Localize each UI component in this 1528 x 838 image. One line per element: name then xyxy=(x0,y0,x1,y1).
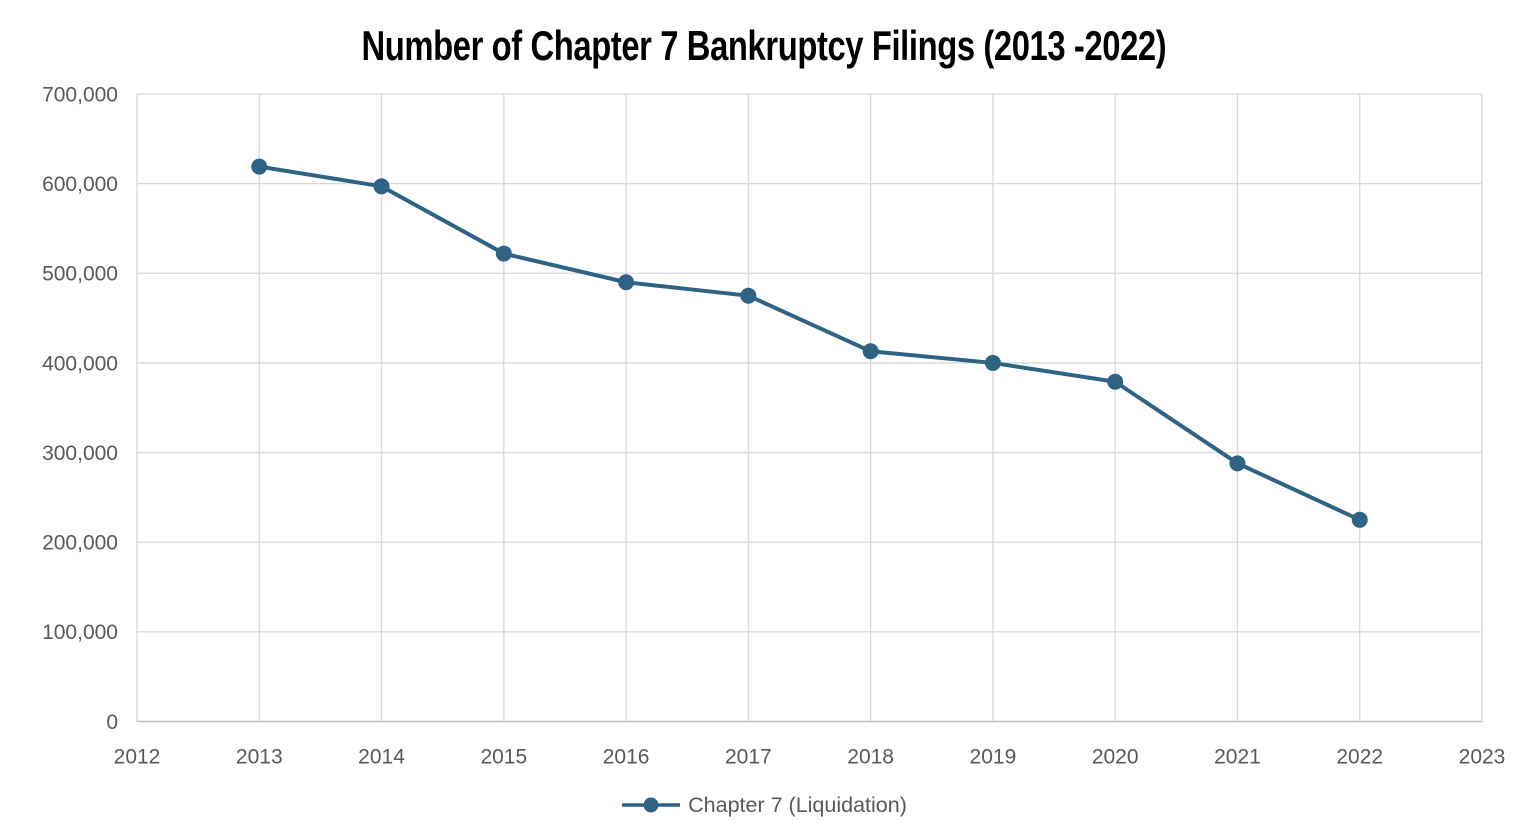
data-point-2015 xyxy=(495,245,512,262)
legend-line-marker-icon xyxy=(622,797,681,813)
y-tick-label: 400,000 xyxy=(42,352,118,375)
x-tick-label: 2019 xyxy=(970,745,1017,768)
x-tick-label: 2017 xyxy=(725,745,772,768)
x-tick-label: 2014 xyxy=(358,745,405,768)
series-line xyxy=(257,164,1362,522)
y-tick-label: 600,000 xyxy=(42,173,118,196)
x-tick-label: 2023 xyxy=(1459,745,1506,768)
gridlines xyxy=(136,93,1483,723)
chart-title-text: Number of Chapter 7 Bankruptcy Filings (… xyxy=(361,22,1167,69)
x-tick-label: 2015 xyxy=(480,745,527,768)
legend: Chapter 7 (Liquidation) xyxy=(0,789,1528,821)
y-tick-label: 500,000 xyxy=(42,263,118,286)
data-point-2020 xyxy=(1107,373,1124,390)
chart-title: Number of Chapter 7 Bankruptcy Filings (… xyxy=(0,22,1528,70)
data-point-2021 xyxy=(1229,455,1246,472)
data-point-2017 xyxy=(740,287,757,304)
x-axis-tick-labels: 2012 2013 2014 2015 2016 2017 2018 2019 2020 2021… xyxy=(114,745,1506,768)
y-tick-label: 200,000 xyxy=(42,532,118,555)
x-tick-label: 2012 xyxy=(114,745,161,768)
data-point-2022 xyxy=(1351,511,1368,528)
data-point-2019 xyxy=(984,354,1001,371)
series-markers xyxy=(251,158,1368,528)
y-axis-tick-labels: 0 100,000 200,000 300,000 400,000 500,000 600,… xyxy=(42,83,118,734)
data-point-2016 xyxy=(618,274,635,291)
y-tick-label: 0 xyxy=(106,711,118,734)
legend-series-label: Chapter 7 (Liquidation) xyxy=(688,792,907,817)
data-point-2014 xyxy=(373,178,390,195)
x-tick-label: 2013 xyxy=(236,745,283,768)
data-point-2018 xyxy=(862,343,879,360)
x-tick-label: 2021 xyxy=(1214,745,1261,768)
x-tick-label: 2018 xyxy=(847,745,894,768)
x-tick-label: 2020 xyxy=(1092,745,1139,768)
y-tick-label: 100,000 xyxy=(42,621,118,644)
y-tick-label: 700,000 xyxy=(42,83,118,106)
data-point-2013 xyxy=(251,158,268,175)
x-tick-label: 2022 xyxy=(1336,745,1383,768)
x-tick-label: 2016 xyxy=(603,745,650,768)
y-tick-label: 300,000 xyxy=(42,442,118,465)
